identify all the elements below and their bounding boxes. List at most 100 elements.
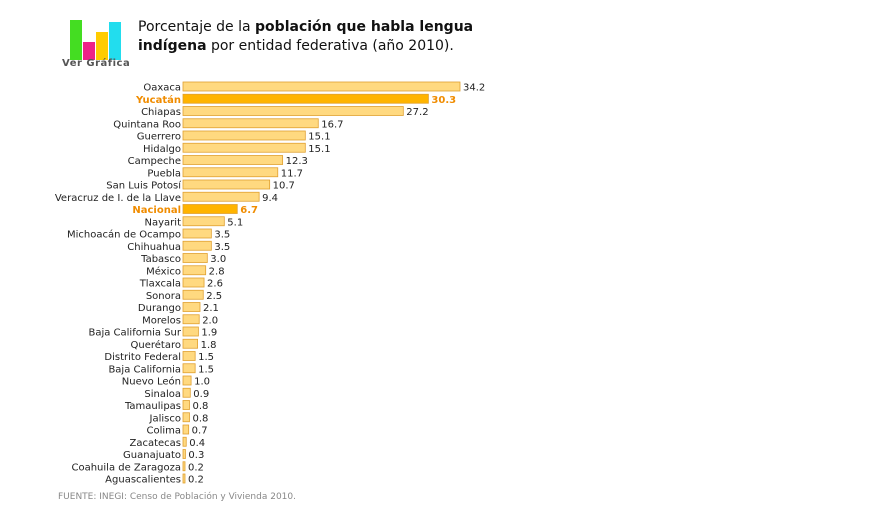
value-label: 11.7 xyxy=(281,168,303,179)
value-label: 30.3 xyxy=(431,95,456,106)
value-label: 6.7 xyxy=(240,205,258,216)
value-label: 2.0 xyxy=(202,315,218,326)
category-label: Coahuila de Zaragoza xyxy=(71,462,181,473)
bar[interactable] xyxy=(182,228,212,239)
bar[interactable] xyxy=(182,387,191,398)
category-label: Guanajuato xyxy=(123,450,181,461)
bar[interactable] xyxy=(182,118,319,129)
category-label: México xyxy=(146,265,181,277)
value-label: 1.5 xyxy=(198,364,214,375)
bar[interactable] xyxy=(182,106,404,116)
value-label: 3.5 xyxy=(214,230,230,241)
value-label: 12.3 xyxy=(286,156,308,167)
value-label: 15.1 xyxy=(308,144,330,155)
category-label: Nacional xyxy=(132,205,181,216)
value-label: 0.4 xyxy=(189,438,205,449)
value-label: 10.7 xyxy=(273,181,295,192)
value-label: 5.1 xyxy=(227,217,243,228)
ver-grafica-logo[interactable]: Ver Gráfica xyxy=(58,12,138,72)
category-label: Chihuahua xyxy=(127,242,181,253)
value-label: 2.1 xyxy=(203,303,219,314)
title-suffix: por entidad federativa (año 2010). xyxy=(206,38,454,54)
category-label: Querétaro xyxy=(131,339,181,351)
category-label: Morelos xyxy=(142,315,181,326)
category-label: Colima xyxy=(146,426,181,437)
bar[interactable] xyxy=(182,436,187,447)
value-label: 1.8 xyxy=(201,340,217,351)
bar[interactable] xyxy=(182,314,200,325)
category-label: Puebla xyxy=(147,168,181,179)
value-label: 1.5 xyxy=(198,352,214,363)
logo-bar-yellow xyxy=(96,32,108,60)
bar[interactable] xyxy=(182,289,204,300)
bar[interactable] xyxy=(182,351,196,361)
bar[interactable] xyxy=(182,473,186,484)
bar[interactable] xyxy=(182,338,198,349)
bar[interactable] xyxy=(182,400,190,410)
bar[interactable] xyxy=(182,155,284,165)
title-prefix: Porcentaje de la xyxy=(138,19,256,35)
source-note: FUENTE: INEGI: Censo de Población y Vivi… xyxy=(58,492,296,502)
value-label: 0.3 xyxy=(188,450,204,461)
value-label: 3.0 xyxy=(210,254,226,265)
category-label: Jalisco xyxy=(149,413,181,424)
category-label: Distrito Federal xyxy=(104,352,181,363)
bar[interactable] xyxy=(182,130,306,141)
bar[interactable] xyxy=(182,253,208,263)
logo-bar-green xyxy=(70,20,82,60)
value-label: 0.8 xyxy=(192,401,208,412)
bar[interactable] xyxy=(182,277,205,288)
category-label: Tamaulipas xyxy=(124,401,181,412)
value-label: 34.2 xyxy=(463,83,485,94)
logo-text: Ver Gráfica xyxy=(62,58,131,69)
value-label: 15.1 xyxy=(308,132,330,143)
category-label: Nuevo León xyxy=(122,376,181,388)
category-label: Guerrero xyxy=(137,132,181,143)
value-label: 2.8 xyxy=(209,266,225,277)
category-label: Oaxaca xyxy=(143,83,181,94)
bar[interactable] xyxy=(182,302,201,312)
bar[interactable] xyxy=(182,93,429,104)
value-label: 1.9 xyxy=(201,328,217,339)
category-label: Baja California Sur xyxy=(88,328,181,339)
bar[interactable] xyxy=(182,326,199,337)
category-label: Tlaxcala xyxy=(139,279,181,290)
category-label: Durango xyxy=(138,303,181,314)
category-label: Baja California xyxy=(108,364,181,375)
logo-bar-magenta xyxy=(83,42,95,60)
category-label: Aguascalientes xyxy=(105,475,181,486)
bar[interactable] xyxy=(182,412,190,423)
bar[interactable] xyxy=(182,461,186,472)
bar[interactable] xyxy=(182,375,192,386)
value-label: 0.7 xyxy=(192,426,208,437)
bar[interactable] xyxy=(182,265,207,276)
bar[interactable] xyxy=(182,191,260,202)
bar[interactable] xyxy=(182,142,306,153)
category-label: Veracruz de I. de la Llave xyxy=(55,193,181,204)
value-label: 3.5 xyxy=(214,242,230,253)
category-label: Tabasco xyxy=(140,254,181,265)
category-label: Sonora xyxy=(146,291,181,302)
bar[interactable] xyxy=(182,167,279,178)
value-label: 16.7 xyxy=(321,119,343,130)
bar[interactable] xyxy=(182,204,238,214)
bar[interactable] xyxy=(182,240,212,251)
bar[interactable] xyxy=(182,216,225,227)
category-label: Chiapas xyxy=(141,107,181,118)
logo-bar-cyan xyxy=(109,22,121,60)
value-label: 2.5 xyxy=(206,291,222,302)
value-label: 2.6 xyxy=(207,279,223,290)
category-label: Zacatecas xyxy=(129,438,181,449)
bar[interactable] xyxy=(182,449,186,459)
chart-title: Porcentaje de la población que habla len… xyxy=(138,18,498,56)
bar[interactable] xyxy=(182,179,271,190)
title-bold: población que habla lengua indígena xyxy=(138,19,474,54)
category-label: Sinaloa xyxy=(144,389,181,400)
bar[interactable] xyxy=(182,363,196,374)
bar[interactable] xyxy=(182,424,190,435)
category-label: San Luis Potosí xyxy=(106,180,182,192)
bar[interactable] xyxy=(182,81,461,92)
value-label: 9.4 xyxy=(262,193,278,204)
value-label: 0.2 xyxy=(188,475,204,486)
